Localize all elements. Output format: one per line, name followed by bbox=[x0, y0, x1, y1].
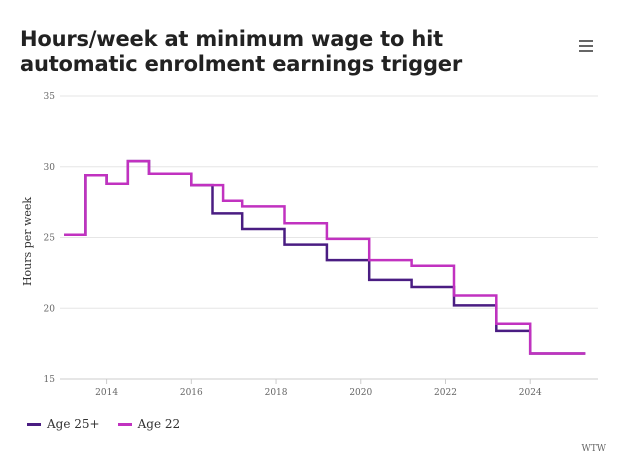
x-axis-ticks: 2014 2016 2018 2020 2022 2024 bbox=[95, 379, 542, 398]
y-tick-label: 30 bbox=[44, 163, 56, 173]
x-tick-label: 2014 bbox=[95, 388, 118, 398]
legend-item-age-22[interactable]: Age 22 bbox=[117, 417, 181, 431]
series-lines bbox=[64, 159, 586, 355]
y-tick-label: 20 bbox=[44, 304, 56, 314]
x-tick-label: 2022 bbox=[434, 388, 457, 398]
chart-menu-button[interactable] bbox=[572, 35, 600, 57]
hamburger-menu-icon bbox=[579, 40, 593, 42]
hamburger-menu-icon-bar bbox=[579, 50, 593, 52]
legend: Age 25+ Age 22 bbox=[27, 415, 198, 433]
x-tick-label: 2018 bbox=[265, 388, 288, 398]
legend-label: Age 25+ bbox=[47, 417, 100, 431]
legend-label: Age 22 bbox=[137, 417, 181, 431]
source-credit: WTW bbox=[581, 444, 606, 454]
legend-item-age-25-plus[interactable]: Age 25+ bbox=[27, 417, 100, 431]
y-tick-label: 15 bbox=[44, 375, 56, 385]
gridlines bbox=[60, 95, 598, 309]
y-tick-label: 35 bbox=[44, 92, 56, 102]
y-axis-ticks: 15 20 25 30 35 bbox=[44, 92, 56, 385]
hamburger-menu-icon-bar bbox=[579, 45, 593, 47]
y-tick-label: 25 bbox=[44, 234, 56, 244]
x-tick-label: 2024 bbox=[519, 388, 542, 398]
y-axis-title: Hours per week bbox=[21, 197, 34, 286]
legend-swatch bbox=[27, 422, 41, 426]
chart-title: Hours/week at minimum wage to hit automa… bbox=[20, 27, 463, 76]
legend-swatch bbox=[117, 422, 132, 426]
x-tick-label: 2020 bbox=[349, 388, 372, 398]
x-tick-label: 2016 bbox=[180, 388, 203, 398]
series-line-age-22[interactable] bbox=[64, 159, 586, 355]
